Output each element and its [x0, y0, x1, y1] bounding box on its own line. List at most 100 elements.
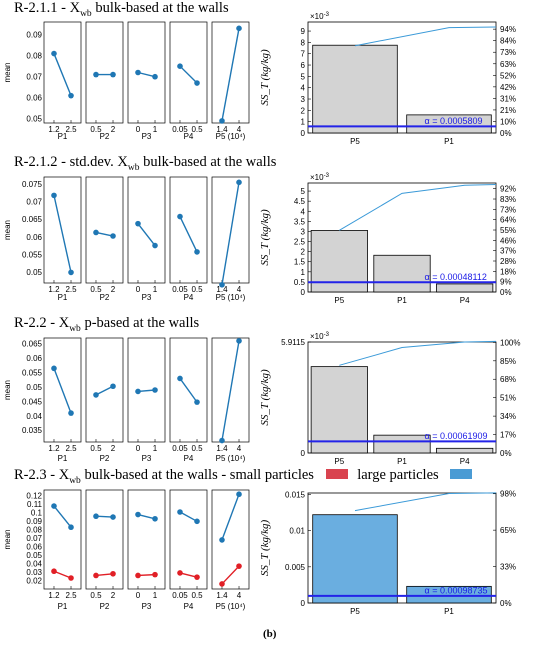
pareto-right-label-2-8: 73% — [500, 205, 516, 214]
effect-line-4-4-1 — [179, 511, 198, 522]
pareto-ytick-label-1-0: 0 — [301, 129, 306, 138]
xtick-label-1-4-0: 0.05 — [172, 125, 188, 134]
pareto-ytick-label-4-1: 0.005 — [285, 563, 306, 572]
section-title-3-subscript: wb — [69, 323, 81, 334]
panel-xlabel-3-5: P5 (10⁴) — [216, 454, 246, 463]
panel-xlabel-3-4: P4 — [184, 454, 194, 463]
pareto-bar-1-p1 — [406, 114, 492, 134]
effect-point-2-1-1-a — [51, 192, 57, 199]
panel-xlabel-2-1: P1 — [58, 293, 68, 302]
effect-line-4-3-1 — [137, 513, 156, 520]
section-title-2-subscript: wb — [127, 162, 140, 173]
effect-point-1-1-1-a — [51, 50, 57, 57]
panel-frame-2-4 — [169, 176, 208, 284]
pareto-right-label-1-9: 94% — [500, 25, 516, 34]
pareto-ytick-label-2-2: 1 — [301, 268, 306, 277]
ytick-label-4-3: 0.05 — [26, 551, 42, 560]
pareto-exponent-power-3: -3 — [324, 332, 330, 338]
xtick-label-1-1-0: 1.2 — [48, 125, 60, 134]
effect-point-4-4-2-b — [194, 574, 200, 580]
effect-point-2-1-1-b — [68, 269, 74, 276]
pareto-right-label-2-9: 83% — [500, 195, 516, 204]
ytick-label-2-1: 0.055 — [22, 251, 43, 260]
pareto-ytick-label-3-1: 5.9115 — [281, 338, 305, 347]
effect-point-4-2-1-a — [93, 513, 99, 520]
effect-point-1-3-1-a — [135, 69, 141, 76]
pareto-right-label-3-0: 0% — [500, 449, 512, 458]
panel-xlabel-2-4: P4 — [184, 293, 194, 302]
ytick-label-4-9: 0.11 — [27, 500, 43, 509]
pareto-right-label-3-5: 85% — [500, 357, 516, 366]
pareto-ytick-label-2-6: 3 — [301, 227, 306, 236]
pareto-right-label-2-1: 9% — [500, 278, 512, 287]
effect-line-1-1-1 — [53, 53, 72, 96]
legend-swatch-large-particles — [450, 469, 473, 479]
effect-line-4-3-2 — [137, 573, 156, 577]
pareto-ytick-label-2-5: 2.5 — [294, 238, 306, 247]
pareto-right-label-1-3: 31% — [500, 94, 516, 103]
section-title-1: R-2.1.1 - Xwb bulk-based at the walls — [14, 0, 229, 19]
pareto-category-1-p1: P1 — [444, 137, 454, 146]
pareto-cumulative-line-3 — [339, 340, 497, 366]
pareto-category-4-p1: P1 — [444, 607, 454, 616]
ytick-label-3-4: 0.055 — [22, 368, 43, 377]
ytick-label-4-0: 0.02 — [26, 576, 42, 585]
pareto-category-4-p5: P5 — [350, 607, 360, 616]
section-title-1-subscript: wb — [80, 8, 92, 19]
pareto-right-label-2-7: 64% — [500, 216, 516, 225]
pareto-cumulative-line-1 — [354, 26, 497, 47]
effect-point-1-4-1-b — [194, 80, 200, 86]
effect-line-4-2-2 — [95, 573, 114, 577]
effect-point-4-1-1-a — [51, 503, 57, 509]
pareto-ytick-label-1-2: 2 — [301, 106, 306, 115]
effect-point-4-2-2-a — [93, 572, 99, 579]
ytick-label-4-7: 0.09 — [26, 517, 42, 526]
panel-xlabel-1-5: P5 (10⁴) — [216, 132, 246, 141]
pareto-right-label-1-2: 21% — [500, 106, 516, 115]
effect-point-3-4-1-a — [177, 375, 183, 382]
effect-point-4-3-2-a — [135, 572, 141, 579]
effect-point-3-3-1-a — [135, 388, 141, 395]
pareto-right-label-2-3: 28% — [500, 257, 516, 266]
panel-xlabel-1-3: P3 — [142, 132, 152, 141]
effect-line-3-3-1 — [137, 389, 156, 393]
effect-line-2-1-1 — [53, 195, 72, 273]
panel-xlabel-3-2: P2 — [100, 454, 110, 463]
ytick-label-1-2: 0.07 — [26, 73, 42, 82]
effect-point-2-3-1-a — [135, 220, 141, 227]
effect-point-1-4-1-a — [177, 63, 183, 69]
pareto-right-label-1-5: 52% — [500, 71, 516, 80]
pareto-ytick-label-4-0: 0 — [301, 599, 306, 608]
pareto-exponent-power-2: -3 — [324, 173, 330, 179]
effect-point-1-2-1-a — [93, 71, 99, 78]
pareto-ytick-label-2-1: 0.5 — [294, 278, 306, 287]
effect-point-4-1-2-a — [51, 568, 57, 575]
xtick-label-4-4-1: 0.5 — [191, 591, 203, 600]
pareto-right-label-2-5: 46% — [500, 236, 516, 245]
section-title-1-prefix: R-2.1.1 - X — [14, 0, 81, 16]
effect-point-2-4-1-a — [177, 213, 183, 220]
pareto-right-label-3-4: 68% — [500, 375, 516, 384]
panel-frame-1-4 — [169, 21, 208, 124]
section-title-2-suffix: bulk-based at the walls — [139, 154, 277, 170]
ytick-label-3-5: 0.06 — [26, 354, 42, 363]
effect-point-4-2-2-b — [110, 570, 116, 577]
pareto-bar-4-p5 — [312, 514, 398, 604]
pareto-cumulative-line-2 — [339, 184, 497, 231]
pareto-category-2-p5: P5 — [334, 296, 344, 305]
xtick-label-3-2-1: 2 — [111, 444, 116, 453]
xtick-label-1-3-0: 0 — [136, 125, 141, 134]
pareto-right-label-1-8: 84% — [500, 37, 516, 46]
pareto-category-3-p5: P5 — [334, 457, 344, 466]
effect-point-2-5-1-a — [219, 281, 225, 288]
ytick-label-4-1: 0.03 — [26, 568, 42, 577]
effect-point-3-2-1-b — [110, 383, 116, 390]
xtick-label-2-4-1: 0.5 — [191, 285, 203, 294]
pareto-exponent-power-1: -3 — [324, 12, 330, 18]
effect-line-4-2-1 — [95, 515, 114, 518]
pareto-bar-1-p5 — [312, 44, 398, 134]
effect-line-4-4-2 — [179, 572, 198, 578]
xtick-label-3-3-0: 0 — [136, 444, 141, 453]
xtick-label-3-5-1: 4 — [237, 444, 242, 453]
